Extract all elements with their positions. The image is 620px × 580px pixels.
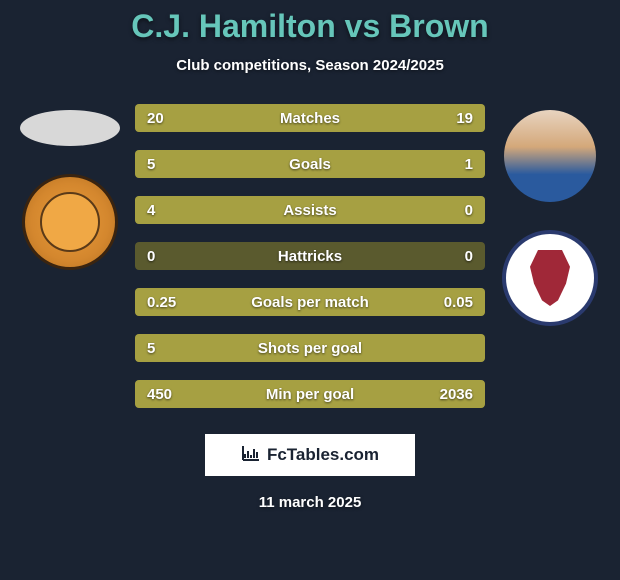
stat-row: 450 Min per goal 2036 <box>135 380 485 408</box>
right-player-column <box>495 104 605 326</box>
stat-value-left: 0 <box>147 248 187 265</box>
stat-label: Assists <box>283 202 336 219</box>
stat-value-right: 1 <box>433 156 473 173</box>
stat-value-left: 20 <box>147 110 187 127</box>
stat-value-right: 0 <box>433 202 473 219</box>
stat-row: 5 Shots per goal <box>135 334 485 362</box>
stat-row: 5 Goals 1 <box>135 150 485 178</box>
chart-icon <box>241 444 261 467</box>
stat-value-left: 0.25 <box>147 294 187 311</box>
comparison-card: C.J. Hamilton vs Brown Club competitions… <box>0 0 620 580</box>
stat-bars: 20 Matches 19 5 Goals 1 4 Assists 0 0 Hattricks 0 0.… <box>135 104 485 408</box>
footer-brand-text: FcTables.com <box>267 445 379 465</box>
stat-row: 0 Hattricks 0 <box>135 242 485 270</box>
stat-label: Matches <box>280 110 340 127</box>
stat-value-left: 5 <box>147 156 187 173</box>
stat-row: 20 Matches 19 <box>135 104 485 132</box>
subtitle: Club competitions, Season 2024/2025 <box>176 57 444 74</box>
stat-value-left: 450 <box>147 386 187 403</box>
stat-value-right: 0.05 <box>433 294 473 311</box>
stat-row: 4 Assists 0 <box>135 196 485 224</box>
stat-value-right: 19 <box>433 110 473 127</box>
player-avatar-placeholder <box>20 110 120 146</box>
stat-label: Shots per goal <box>258 340 362 357</box>
stat-label: Goals <box>289 156 331 173</box>
content-row: 20 Matches 19 5 Goals 1 4 Assists 0 0 Hattricks 0 0.… <box>0 104 620 408</box>
stat-value-right: 2036 <box>433 386 473 403</box>
stat-label: Hattricks <box>278 248 342 265</box>
page-title: C.J. Hamilton vs Brown <box>131 8 488 45</box>
stat-label: Min per goal <box>266 386 354 403</box>
club-crest-raith <box>502 230 598 326</box>
player-avatar-photo <box>504 110 596 202</box>
stat-value-left: 5 <box>147 340 187 357</box>
stat-row: 0.25 Goals per match 0.05 <box>135 288 485 316</box>
stat-value-right: 0 <box>433 248 473 265</box>
stat-value-left: 4 <box>147 202 187 219</box>
left-player-column <box>15 104 125 270</box>
club-crest-blackpool <box>22 174 118 270</box>
stat-label: Goals per match <box>251 294 369 311</box>
date-text: 11 march 2025 <box>259 494 362 511</box>
footer-brand-badge: FcTables.com <box>205 434 415 476</box>
